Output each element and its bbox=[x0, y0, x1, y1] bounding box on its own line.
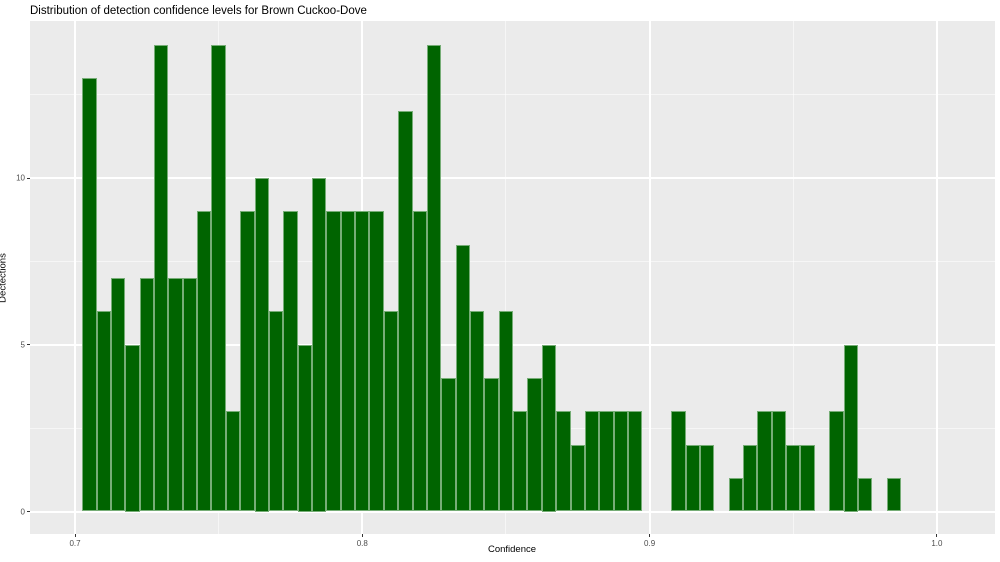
x-tick-label: 0.7 bbox=[69, 539, 81, 548]
y-tick-label: 5 bbox=[20, 340, 25, 350]
histogram-bar bbox=[383, 311, 399, 512]
histogram-bar bbox=[82, 77, 97, 512]
histogram-bar bbox=[355, 211, 370, 512]
histogram-bar bbox=[771, 411, 787, 512]
y-tick-mark bbox=[27, 177, 30, 179]
histogram-bar bbox=[541, 344, 557, 512]
histogram-bar bbox=[584, 411, 600, 512]
histogram-bar bbox=[326, 211, 341, 512]
histogram-bar bbox=[312, 178, 327, 512]
y-major-gridline bbox=[30, 510, 995, 513]
histogram-bar bbox=[742, 444, 758, 512]
histogram-bar bbox=[240, 211, 255, 512]
histogram-bar bbox=[110, 278, 126, 512]
histogram-bar bbox=[441, 378, 456, 512]
histogram-bar bbox=[599, 411, 614, 512]
histogram-bar bbox=[125, 344, 140, 512]
y-tick-mark bbox=[27, 511, 30, 512]
histogram-bar bbox=[843, 344, 858, 512]
plot-panel bbox=[30, 21, 995, 534]
histogram-bar bbox=[886, 478, 901, 512]
x-tick-mark bbox=[361, 534, 363, 537]
y-tick-label: 0 bbox=[20, 507, 25, 516]
x-tick-label: 0.8 bbox=[356, 539, 368, 548]
histogram-bar bbox=[470, 311, 485, 512]
histogram-bar bbox=[154, 44, 169, 512]
x-tick-mark bbox=[74, 534, 76, 537]
histogram-bar bbox=[498, 311, 514, 512]
x-tick-label: 1.0 bbox=[931, 539, 943, 548]
histogram-bar bbox=[197, 211, 212, 512]
histogram-bar bbox=[671, 411, 686, 512]
y-minor-gridline bbox=[30, 94, 995, 96]
histogram-bar bbox=[283, 211, 298, 512]
x-tick-mark bbox=[936, 534, 938, 537]
x-tick-mark bbox=[649, 534, 651, 537]
histogram-bar bbox=[484, 378, 499, 512]
y-major-gridline bbox=[30, 177, 995, 179]
x-major-gridline bbox=[648, 21, 651, 534]
histogram-bar bbox=[254, 178, 269, 512]
histogram-bar bbox=[398, 111, 413, 512]
x-minor-gridline bbox=[505, 21, 507, 534]
x-axis-label: Confidence bbox=[487, 544, 537, 555]
histogram-bar bbox=[211, 44, 226, 512]
histogram-bar bbox=[728, 478, 743, 512]
x-minor-gridline bbox=[792, 21, 794, 534]
histogram-bar bbox=[182, 278, 198, 512]
histogram-bar bbox=[513, 411, 528, 512]
histogram-bar bbox=[685, 444, 700, 512]
y-minor-gridline bbox=[30, 260, 995, 262]
histogram-bar bbox=[268, 311, 284, 512]
histogram-bar bbox=[412, 211, 427, 512]
histogram-bar bbox=[857, 478, 873, 512]
histogram-bar bbox=[369, 211, 384, 512]
histogram-bar bbox=[786, 444, 801, 512]
histogram-bar bbox=[613, 411, 629, 512]
histogram-bar bbox=[139, 278, 154, 512]
histogram-bar bbox=[829, 411, 844, 512]
y-tick-label: 10 bbox=[16, 173, 25, 183]
y-tick-mark bbox=[27, 344, 30, 346]
histogram-bar bbox=[426, 44, 442, 512]
x-major-gridline bbox=[74, 21, 76, 534]
histogram-bar bbox=[699, 444, 715, 512]
histogram-bar bbox=[225, 411, 241, 512]
histogram-bar bbox=[757, 411, 772, 512]
histogram-bar bbox=[556, 411, 571, 512]
histogram-bar bbox=[340, 211, 356, 512]
histogram-bar bbox=[570, 444, 585, 512]
histogram-bar bbox=[297, 344, 313, 512]
y-axis-label: Dectections bbox=[0, 253, 9, 303]
histogram-bar bbox=[628, 411, 643, 512]
histogram-bar bbox=[455, 244, 471, 512]
histogram-bar bbox=[168, 278, 183, 512]
x-tick-label: 0.9 bbox=[644, 539, 656, 548]
chart-title: Distribution of detection confidence lev… bbox=[30, 5, 367, 17]
histogram-bar bbox=[527, 378, 542, 512]
histogram-bar bbox=[96, 311, 111, 512]
x-major-gridline bbox=[935, 21, 938, 534]
histogram-bar bbox=[800, 444, 815, 512]
